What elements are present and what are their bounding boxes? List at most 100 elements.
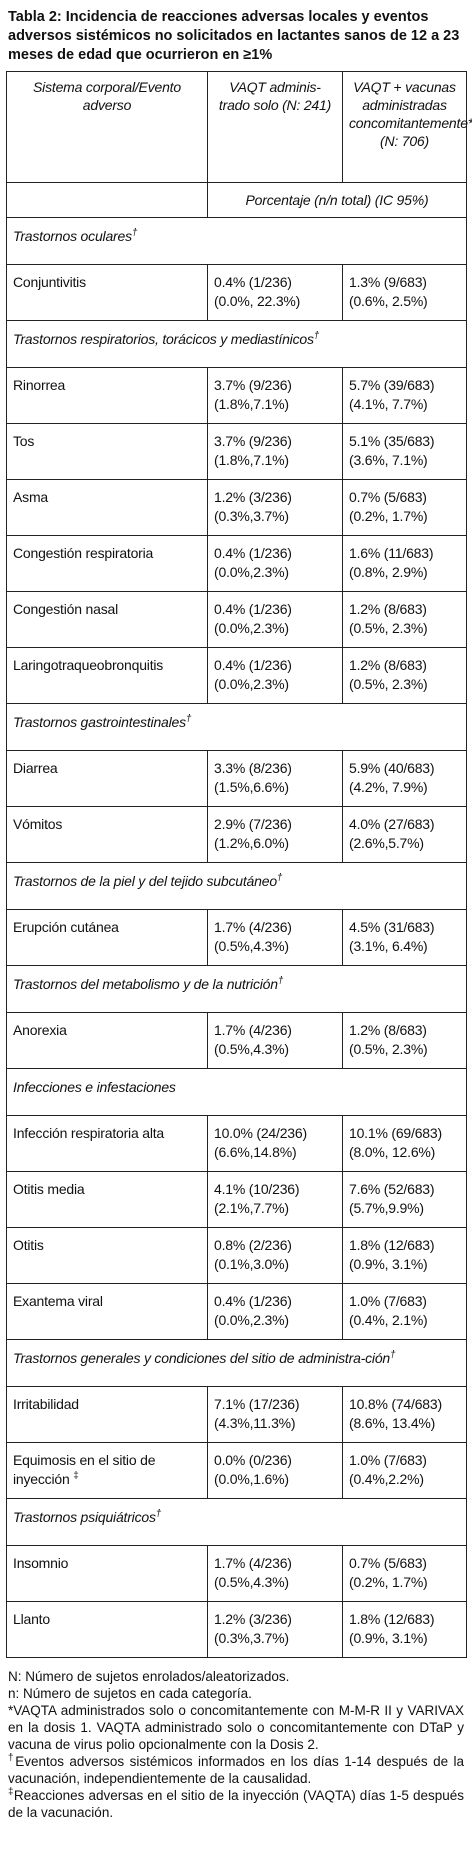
header-cell: VAQT + vacunas administradas concomitant… [342,71,472,183]
subheader-cell: Porcentaje (n/n total) (IC 95%) [207,182,467,218]
event-name: Exantema viral [13,1293,103,1309]
value-cell: 1.2% (8/683) (0.5%, 2.3%) [342,647,467,704]
section-title-cell: Trastornos generales y condiciones del s… [6,1339,467,1387]
table-title: Tabla 2: Incidencia de reacciones advers… [8,9,460,63]
value-cell: 1.0% (7/683) (0.4%,2.2%) [342,1442,467,1499]
event-row: Irritabilidad 7.1% (17/236) (4.3%,11.3%) 10… [6,1386,467,1443]
footnote-text: *VAQTA administrados solo o concomitante… [8,1703,464,1752]
confidence-interval: (0.5%, 2.3%) [349,620,428,636]
confidence-interval: (0.0%, 22.3%) [214,293,301,309]
event-row: Llanto 1.2% (3/236) (0.3%,3.7%) 1.8% (12/68… [6,1601,467,1658]
section-row: Trastornos de la piel y del tejido subcu… [6,862,467,910]
section-title: Trastornos psiquiátricos [13,1509,156,1525]
footnote-mark: † [276,872,283,884]
value-cell: 10.8% (74/683) (8.6%, 13.4%) [342,1386,467,1443]
percentage: 1.0% (7/683) [349,1293,427,1309]
percentage: 1.2% (8/683) [349,657,427,673]
confidence-interval: (5.7%,9.9%) [349,1200,424,1216]
event-name: Insomnio [13,1555,69,1571]
value-cell: 7.1% (17/236) (4.3%,11.3%) [207,1386,343,1443]
value-cell: 0.4% (1/236) (0.0%,2.3%) [207,535,343,592]
confidence-interval: (3.6%, 7.1%) [349,452,428,468]
confidence-interval: (1.8%,7.1%) [214,396,289,412]
percentage: 2.9% (7/236) [214,816,292,832]
section-title: Trastornos generales y condiciones del s… [13,1350,391,1366]
footnote-text: n: Número de sujetos en cada categoría. [8,1686,252,1701]
event-row: Vómitos 2.9% (7/236) (1.2%,6.0%) 4.0% (27/6… [6,806,467,863]
confidence-interval: (2.1%,7.7%) [214,1200,289,1216]
percentage: 3.7% (9/236) [214,433,292,449]
percentage: 7.6% (52/683) [349,1181,435,1197]
value-cell: 1.8% (12/683) (0.9%, 3.1%) [342,1227,467,1284]
event-name: Asma [13,489,48,505]
event-name: Laringotraqueobronquitis [13,657,164,673]
footnote: †Eventos adversos sistémicos informados … [8,1753,464,1787]
value-cell: 5.9% (40/683) (4.2%, 7.9%) [342,750,467,807]
table-body: Trastornos oculares† Conjuntivitis 0.4% (1… [6,217,467,1658]
value-cell: 3.7% (9/236) (1.8%,7.1%) [207,423,343,480]
percentage: 1.8% (12/683) [349,1611,435,1627]
event-cell: Vómitos [6,806,208,863]
value-cell: 1.2% (3/236) (0.3%,3.7%) [207,1601,343,1658]
event-row: Conjuntivitis 0.4% (1/236) (0.0%, 22.3%) 1.… [6,264,467,321]
section-row: Trastornos oculares† [6,217,467,265]
event-name: Equimosis en el sitio de inyección [13,1452,156,1487]
confidence-interval: (2.6%,5.7%) [349,835,424,851]
section-title-cell: Trastornos respiratorios, torácicos y me… [6,320,467,368]
value-cell: 1.2% (8/683) (0.5%, 2.3%) [342,591,467,648]
event-row: Equimosis en el sitio de inyección ‡ 0.0%… [6,1442,467,1499]
confidence-interval: (0.2%, 1.7%) [349,508,428,524]
confidence-interval: (3.1%, 6.4%) [349,938,428,954]
value-cell: 0.4% (1/236) (0.0%, 22.3%) [207,264,343,321]
event-row: Congestión nasal 0.4% (1/236) (0.0%,2.3%) 1… [6,591,467,648]
value-cell: 7.6% (52/683) (5.7%,9.9%) [342,1171,467,1228]
value-cell: 1.0% (7/683) (0.4%, 2.1%) [342,1283,467,1340]
confidence-interval: (1.8%,7.1%) [214,452,289,468]
confidence-interval: (4.3%,11.3%) [214,1415,296,1431]
event-name: Congestión respiratoria [13,545,154,561]
footnote: n: Número de sujetos en cada categoría. [8,1685,464,1702]
value-cell: 5.1% (35/683) (3.6%, 7.1%) [342,423,467,480]
confidence-interval: (0.0%,2.3%) [214,564,289,580]
percentage: 0.4% (1/236) [214,274,292,290]
footnote-mark: † [185,713,192,725]
section-title: Trastornos oculares [13,228,132,244]
value-cell: 0.4% (1/236) (0.0%,2.3%) [207,591,343,648]
percentage: 4.0% (27/683) [349,816,435,832]
event-cell: Equimosis en el sitio de inyección ‡ [6,1442,208,1499]
footnote-text: Reacciones adversas en el sitio de la in… [8,1788,464,1820]
section-title-cell: Trastornos psiquiátricos† [6,1498,467,1546]
event-row: Otitis media 4.1% (10/236) (2.1%,7.7%) 7.6%… [6,1171,467,1228]
value-cell: 4.1% (10/236) (2.1%,7.7%) [207,1171,343,1228]
footnote-mark: † [8,1752,16,1764]
event-row: Exantema viral 0.4% (1/236) (0.0%,2.3%) 1.0… [6,1283,467,1340]
event-name: Vómitos [13,816,63,832]
event-row: Asma 1.2% (3/236) (0.3%,3.7%) 0.7% (5/683) (… [6,479,467,536]
percentage: 5.1% (35/683) [349,433,435,449]
confidence-interval: (0.4%,2.2%) [349,1471,424,1487]
section-title-cell: Infecciones e infestaciones [6,1068,467,1116]
confidence-interval: (4.1%, 7.7%) [349,396,428,412]
percentage: 1.2% (8/683) [349,1022,427,1038]
event-cell: Rinorrea [6,367,208,424]
percentage: 7.1% (17/236) [214,1396,300,1412]
confidence-interval: (0.4%, 2.1%) [349,1312,428,1328]
value-cell: 1.2% (8/683) (0.5%, 2.3%) [342,1012,467,1069]
confidence-interval: (0.8%, 2.9%) [349,564,428,580]
event-cell: Congestión respiratoria [6,535,208,592]
event-cell: Erupción cutánea [6,909,208,966]
percentage: 1.2% (3/236) [214,489,292,505]
percentage: 10.0% (24/236) [214,1125,307,1141]
footnote-mark: † [390,1349,396,1361]
percentage: 3.3% (8/236) [214,760,292,776]
event-name: Otitis media [13,1181,85,1197]
percentage: 10.1% (69/683) [349,1125,442,1141]
section-title: Trastornos del metabolismo y de la nutri… [13,976,278,992]
confidence-interval: (1.5%,6.6%) [214,779,289,795]
value-cell: 0.7% (5/683) (0.2%, 1.7%) [342,479,467,536]
value-cell: 1.7% (4/236) (0.5%,4.3%) [207,909,343,966]
value-cell: 3.7% (9/236) (1.8%,7.1%) [207,367,343,424]
value-cell: 1.3% (9/683) (0.6%, 2.5%) [342,264,467,321]
section-row: Infecciones e infestaciones [6,1068,467,1116]
